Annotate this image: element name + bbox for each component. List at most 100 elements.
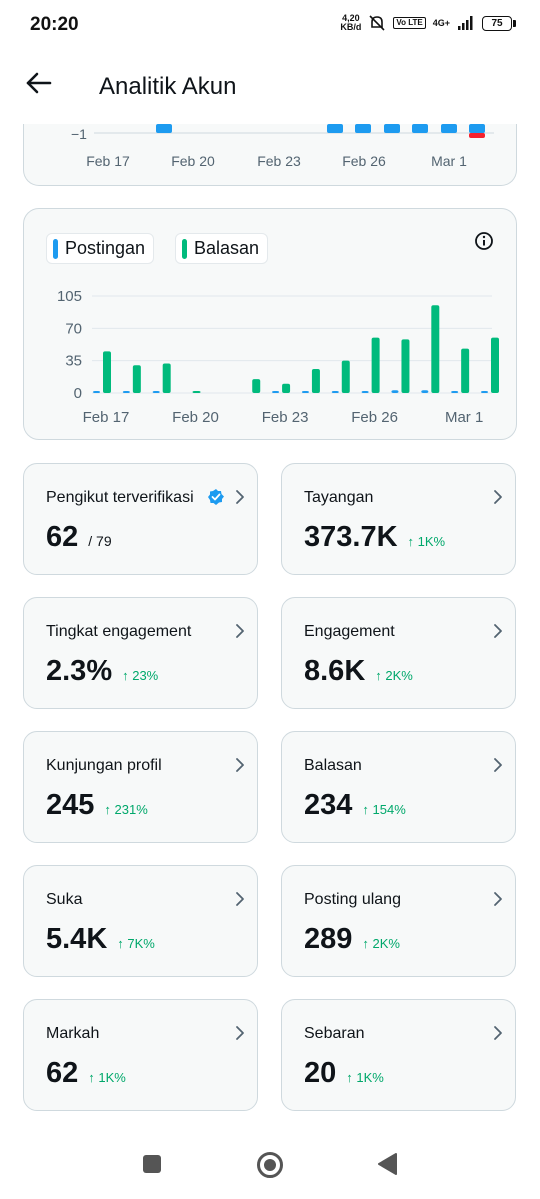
bar-balasan <box>431 305 440 393</box>
stat-label: Markah <box>46 1025 100 1042</box>
info-icon[interactable] <box>474 231 494 251</box>
chevron-right-icon <box>236 490 244 504</box>
y-tick-label: 0 <box>74 385 82 402</box>
bar-postingan <box>331 391 339 393</box>
top-chart-bar <box>412 124 428 133</box>
stat-tile-tingkat-engagement[interactable]: Tingkat engagement 2.3% ↑ 23% <box>23 597 258 709</box>
page-title: Analitik Akun <box>99 73 237 100</box>
top-chart-negative-bar <box>469 133 485 138</box>
bar-balasan <box>341 360 350 393</box>
back-arrow-icon[interactable] <box>24 68 54 98</box>
x-tick-label: Feb 17 <box>83 409 130 426</box>
y-tick-label: 105 <box>57 288 82 305</box>
bar-postingan <box>481 391 488 393</box>
chevron-right-icon <box>494 758 502 772</box>
stat-value-row: 234 ↑ 154% <box>304 789 406 822</box>
stat-tile-markah[interactable]: Markah 62 ↑ 1K% <box>23 999 258 1111</box>
stat-change: ↑ 7K% <box>117 936 155 951</box>
activity-bar-chart: 0 35 70 105 Feb 17 Feb 20 Feb 23 Feb 26 Mar 1 <box>57 288 499 426</box>
bar-postingan <box>391 390 399 393</box>
stat-tile-posting-ulang[interactable]: Posting ulang 289 ↑ 2K% <box>281 865 516 977</box>
stat-label: Sebaran <box>304 1025 365 1042</box>
stat-value-row: 373.7K ↑ 1K% <box>304 521 445 554</box>
legend-swatch <box>182 238 187 259</box>
signal-icon <box>458 16 473 30</box>
stat-change: ↑ 1K% <box>346 1070 384 1085</box>
stat-value-row: 289 ↑ 2K% <box>304 923 400 956</box>
mute-icon <box>369 15 385 31</box>
stat-label: Suka <box>46 891 83 908</box>
stat-value: 62 <box>46 521 79 553</box>
network-speed: 4,20 KB/d <box>340 14 361 32</box>
chevron-right-icon <box>494 892 502 906</box>
legend-label: Balasan <box>194 238 260 258</box>
stat-label: Tingkat engagement <box>46 623 192 640</box>
top-chart: −1 Feb 17 Feb 20 Feb 23 Feb 26 Mar 1 <box>71 124 494 169</box>
bar-balasan <box>162 363 171 393</box>
bar-balasan <box>192 391 201 393</box>
stat-tile-engagement[interactable]: Engagement 8.6K ↑ 2K% <box>281 597 516 709</box>
chevron-right-icon <box>494 1026 502 1040</box>
top-chart-x-label: Feb 26 <box>342 153 386 169</box>
stat-value-row: 62 / 79 <box>46 521 112 554</box>
home-button-icon[interactable] <box>256 1151 284 1179</box>
stat-tile-kunjungan-profil[interactable]: Kunjungan profil 245 ↑ 231% <box>23 731 258 843</box>
stat-label: Balasan <box>304 757 362 774</box>
bar-balasan <box>252 379 261 393</box>
stat-value: 5.4K <box>46 923 108 955</box>
stat-value: 8.6K <box>304 655 366 687</box>
stat-tile-pengikut-terverifikasi[interactable]: Pengikut terverifikasi 62 / 79 <box>23 463 258 575</box>
stat-total: / 79 <box>88 533 112 549</box>
network-speed-unit: KB/d <box>340 22 362 32</box>
legend-swatch <box>53 238 58 259</box>
stat-label: Kunjungan profil <box>46 757 162 774</box>
stat-tile-tayangan[interactable]: Tayangan 373.7K ↑ 1K% <box>281 463 516 575</box>
status-icons: 4,20 KB/d Vo LTE 4G+ 75 <box>340 14 516 32</box>
stat-label: Engagement <box>304 623 395 640</box>
verified-badge-icon <box>208 489 224 505</box>
stat-change: ↑ 231% <box>104 802 148 817</box>
bar-balasan <box>371 337 380 393</box>
stat-tile-balasan[interactable]: Balasan 234 ↑ 154% <box>281 731 516 843</box>
stat-value: 289 <box>304 923 353 955</box>
stat-value-row: 8.6K ↑ 2K% <box>304 655 413 688</box>
stat-change: ↑ 1K% <box>407 534 446 549</box>
top-chart-x-label: Feb 20 <box>171 153 215 169</box>
stat-value-row: 5.4K ↑ 7K% <box>46 923 155 956</box>
volte-badge: Vo LTE <box>393 17 426 29</box>
back-button-icon[interactable] <box>376 1152 398 1176</box>
stat-value: 2.3% <box>46 655 113 687</box>
bar-balasan <box>491 337 499 393</box>
legend-postingan[interactable]: Postingan <box>46 233 155 264</box>
x-tick-label: Feb 20 <box>172 409 219 426</box>
bar-balasan <box>461 348 470 393</box>
top-chart-bar <box>355 124 371 133</box>
top-chart-bar <box>156 124 172 133</box>
stat-value-row: 2.3% ↑ 23% <box>46 655 158 688</box>
stat-change: ↑ 1K% <box>88 1070 126 1085</box>
top-chart-x-label: Feb 23 <box>257 153 301 169</box>
stat-tile-suka[interactable]: Suka 5.4K ↑ 7K% <box>23 865 258 977</box>
bar-postingan <box>301 391 309 393</box>
bar-balasan <box>401 339 410 393</box>
chevron-right-icon <box>236 1026 244 1040</box>
stat-value: 373.7K <box>304 521 398 553</box>
legend-balasan[interactable]: Balasan <box>175 233 269 264</box>
bar-postingan <box>93 391 100 393</box>
stat-value: 62 <box>46 1057 79 1089</box>
stat-label: Posting ulang <box>304 891 401 908</box>
stat-value: 245 <box>46 789 95 821</box>
chevron-right-icon <box>494 624 502 638</box>
stat-tile-sebaran[interactable]: Sebaran 20 ↑ 1K% <box>281 999 516 1111</box>
bar-balasan <box>103 351 111 393</box>
y-tick-label: 35 <box>65 353 82 370</box>
x-tick-label: Feb 26 <box>351 409 398 426</box>
top-chart-bar <box>441 124 457 133</box>
bar-postingan <box>122 391 130 393</box>
bar-postingan <box>272 391 280 393</box>
chevron-right-icon <box>236 892 244 906</box>
top-chart-x-label: Mar 1 <box>431 153 467 169</box>
recents-button-icon[interactable] <box>142 1154 162 1174</box>
top-chart-bar <box>327 124 343 133</box>
bar-postingan <box>361 391 369 393</box>
